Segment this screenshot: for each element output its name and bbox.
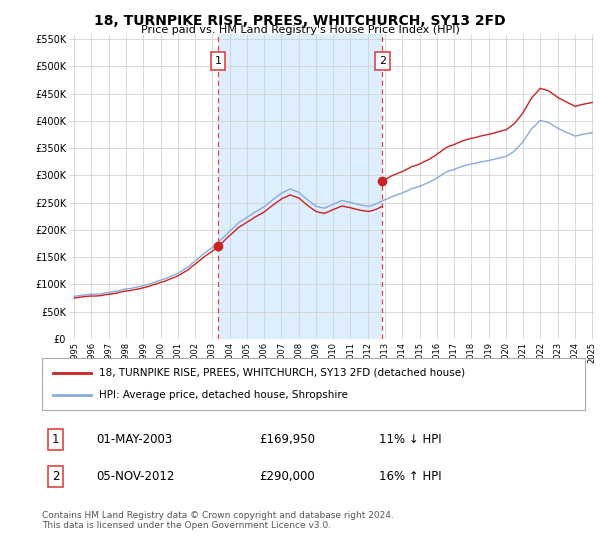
Text: 2: 2 <box>379 56 386 66</box>
Text: 01-MAY-2003: 01-MAY-2003 <box>97 433 173 446</box>
Text: 1: 1 <box>215 56 221 66</box>
Text: 1: 1 <box>52 433 59 446</box>
Text: 18, TURNPIKE RISE, PREES, WHITCHURCH, SY13 2FD (detached house): 18, TURNPIKE RISE, PREES, WHITCHURCH, SY… <box>99 368 465 378</box>
Text: HPI: Average price, detached house, Shropshire: HPI: Average price, detached house, Shro… <box>99 390 348 400</box>
Text: Contains HM Land Registry data © Crown copyright and database right 2024.
This d: Contains HM Land Registry data © Crown c… <box>42 511 394 530</box>
Text: 2: 2 <box>52 470 59 483</box>
Text: 05-NOV-2012: 05-NOV-2012 <box>97 470 175 483</box>
Bar <box>218 34 382 339</box>
Text: 11% ↓ HPI: 11% ↓ HPI <box>379 433 441 446</box>
Text: £169,950: £169,950 <box>259 433 315 446</box>
Text: 18, TURNPIKE RISE, PREES, WHITCHURCH, SY13 2FD: 18, TURNPIKE RISE, PREES, WHITCHURCH, SY… <box>94 14 506 28</box>
Text: 16% ↑ HPI: 16% ↑ HPI <box>379 470 441 483</box>
Text: Price paid vs. HM Land Registry's House Price Index (HPI): Price paid vs. HM Land Registry's House … <box>140 25 460 35</box>
Text: £290,000: £290,000 <box>259 470 315 483</box>
